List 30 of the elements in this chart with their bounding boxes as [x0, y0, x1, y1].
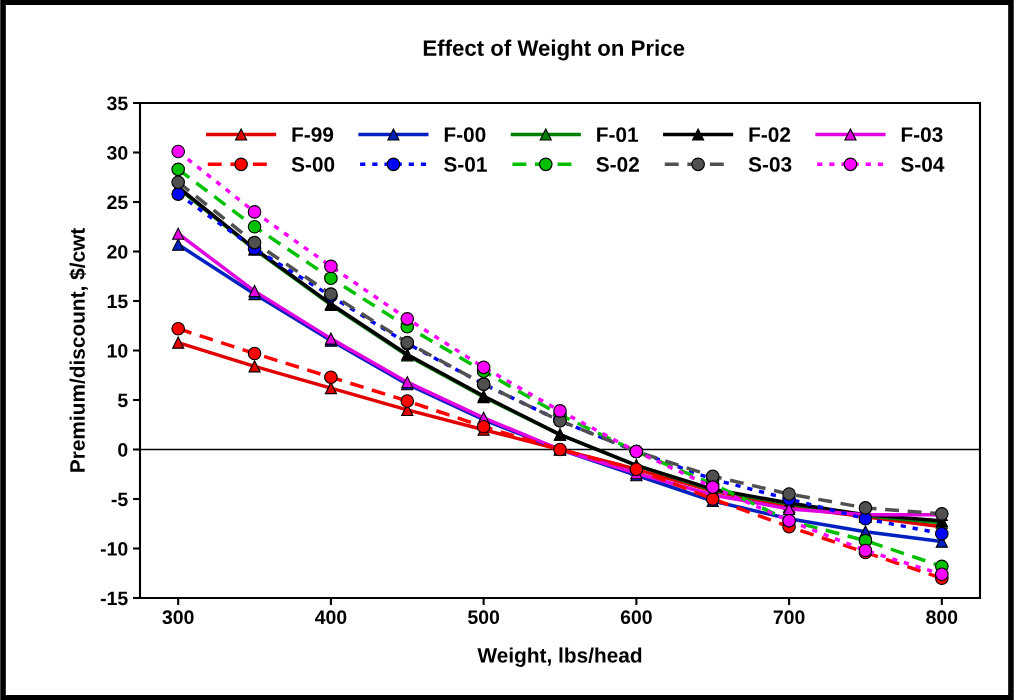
x-tick-label: 300 — [162, 610, 194, 625]
legend-label: F-03 — [901, 127, 943, 143]
y-tick-label: 35 — [107, 96, 128, 111]
y-tick-label: 30 — [107, 145, 128, 160]
x-tick-label: 400 — [314, 610, 347, 625]
x-tick-label: 700 — [773, 610, 805, 625]
legend-label: S-03 — [748, 157, 792, 172]
y-tick-label: -15 — [100, 591, 128, 606]
y-tick-label: 10 — [107, 343, 128, 358]
legend-label: S-00 — [291, 157, 335, 172]
legend-label: S-01 — [444, 157, 487, 172]
y-tick-label: 0 — [118, 442, 128, 457]
x-tick-label: 500 — [468, 610, 500, 625]
y-tick-label: -5 — [111, 492, 128, 507]
x-tick-label: 800 — [926, 610, 958, 625]
y-tick-label: 15 — [107, 294, 128, 309]
legend-label: S-02 — [596, 157, 639, 172]
y-tick-label: 20 — [107, 244, 128, 259]
y-tick-label: -10 — [100, 541, 128, 556]
legend-label: F-00 — [444, 127, 486, 142]
legend-label: F-99 — [292, 127, 334, 142]
chart-title: Effect of Weight on Price — [423, 39, 685, 61]
y-axis-title: Premium/discount, $/cwt — [69, 228, 88, 472]
legend-label: F-02 — [749, 127, 791, 142]
x-axis-title: Weight, lbs/head — [477, 647, 642, 667]
y-tick-label: 5 — [117, 393, 128, 408]
y-tick-label: 25 — [107, 195, 128, 210]
legend-label: F-01 — [597, 127, 639, 142]
x-tick-label: 600 — [620, 610, 652, 625]
legend-label: S-04 — [901, 157, 945, 172]
